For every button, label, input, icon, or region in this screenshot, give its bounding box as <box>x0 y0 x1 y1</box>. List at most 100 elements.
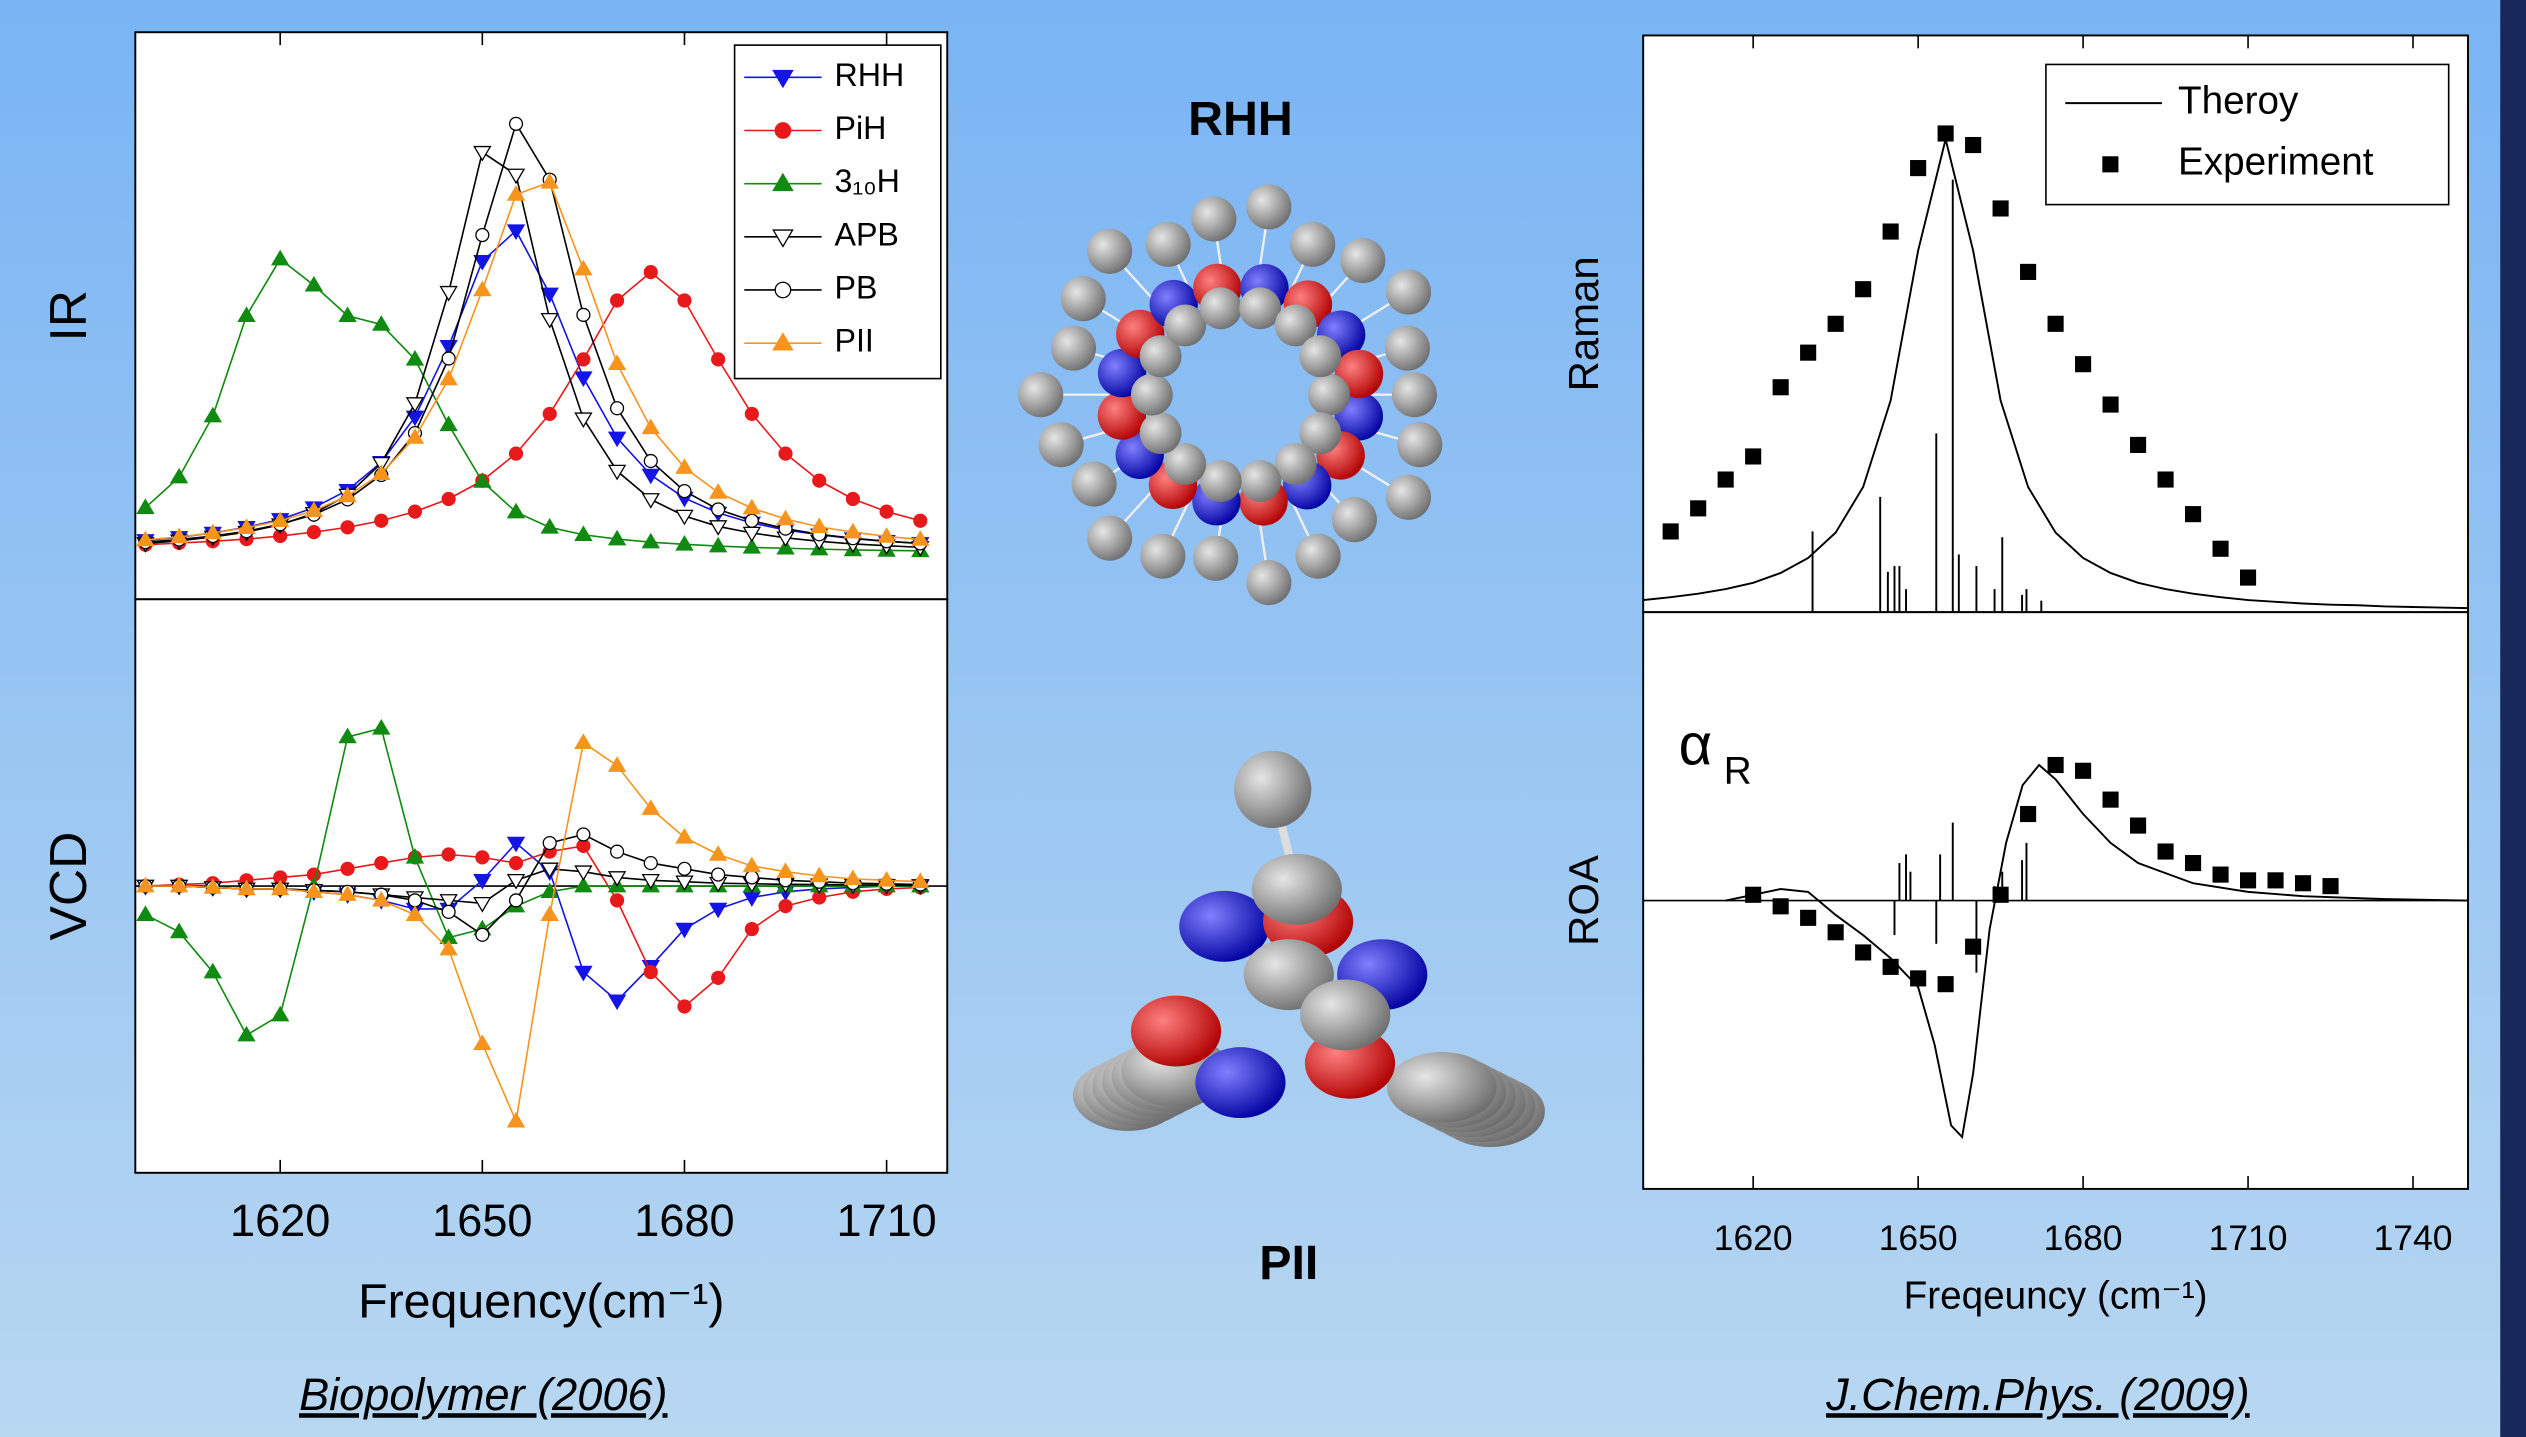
marker <box>341 862 354 875</box>
marker <box>2020 806 2036 822</box>
atom <box>1386 475 1431 520</box>
marker <box>510 857 523 870</box>
legend-label: PII <box>834 323 873 359</box>
slide: RHH PII IRRHHPiH3₁₀HAPBPBPIIVCD162016501… <box>0 0 2526 1437</box>
marker <box>2322 878 2338 894</box>
atom <box>1246 560 1291 605</box>
atom <box>1340 238 1385 283</box>
atom <box>1146 222 1191 267</box>
y-axis-label: Raman <box>1560 256 1607 391</box>
atom <box>1018 372 1063 417</box>
x-axis-label: Frequency(cm⁻¹) <box>358 1275 724 1329</box>
atom <box>1131 374 1173 416</box>
atom <box>1275 443 1317 485</box>
atom <box>1039 422 1084 467</box>
y-axis-label: IR <box>39 290 97 342</box>
marker <box>442 493 455 506</box>
marker <box>745 871 758 884</box>
marker <box>1993 200 2009 216</box>
marker <box>644 455 657 468</box>
x-tick-label: 1650 <box>432 1195 532 1246</box>
atom <box>1140 534 1185 579</box>
y-axis-label: ROA <box>1560 855 1607 946</box>
marker <box>745 923 758 936</box>
atom <box>1061 276 1106 321</box>
legend-label: 3₁₀H <box>834 163 899 199</box>
molecule-label: RHH <box>1188 92 1293 146</box>
marker <box>678 1000 691 1013</box>
marker <box>510 447 523 460</box>
marker <box>2158 471 2174 487</box>
marker <box>644 966 657 979</box>
atom <box>1239 287 1281 329</box>
y-axis-label: VCD <box>39 832 97 941</box>
marker <box>442 352 455 365</box>
x-tick-label: 1650 <box>1879 1218 1958 1258</box>
marker <box>1965 939 1981 955</box>
atom <box>1392 372 1437 417</box>
caption: J.Chem.Phys. (2009) <box>1825 1369 2250 1420</box>
atom <box>1072 462 1117 507</box>
atom <box>1191 196 1236 241</box>
marker <box>2048 757 2064 773</box>
marker <box>2185 506 2201 522</box>
molecule-label: PII <box>1259 1236 1318 1290</box>
marker <box>1938 125 1954 141</box>
marker <box>1910 970 1926 986</box>
marker <box>1828 924 1844 940</box>
marker <box>745 407 758 420</box>
marker <box>577 308 590 321</box>
marker <box>880 505 893 518</box>
atom <box>1164 304 1206 346</box>
marker <box>1745 887 1761 903</box>
marker <box>779 447 792 460</box>
marker <box>307 526 320 539</box>
marker <box>409 894 422 907</box>
marker <box>2213 541 2229 557</box>
marker <box>2130 818 2146 834</box>
marker <box>1800 345 1816 361</box>
x-tick-label: 1680 <box>634 1195 734 1246</box>
atom <box>1290 222 1335 267</box>
marker <box>577 828 590 841</box>
marker <box>813 474 826 487</box>
marker <box>543 407 556 420</box>
marker <box>543 837 556 850</box>
marker <box>442 905 455 918</box>
marker <box>476 851 489 864</box>
marker <box>611 294 624 307</box>
marker <box>1938 976 1954 992</box>
marker <box>2075 763 2091 779</box>
marker <box>712 868 725 881</box>
marker <box>678 862 691 875</box>
marker <box>611 402 624 415</box>
atom <box>1087 516 1132 561</box>
marker <box>1855 281 1871 297</box>
marker <box>779 900 792 913</box>
legend-label: APB <box>834 216 898 252</box>
marker <box>846 493 859 506</box>
atom <box>1200 287 1242 329</box>
marker <box>1773 379 1789 395</box>
marker <box>442 848 455 861</box>
atom <box>1195 1047 1285 1118</box>
marker <box>1883 223 1899 239</box>
marker <box>1910 160 1926 176</box>
marker <box>510 117 523 130</box>
marker <box>775 282 790 297</box>
marker <box>2295 875 2311 891</box>
atom <box>1296 534 1341 579</box>
legend-label: Experiment <box>2178 141 2374 184</box>
marker <box>2158 843 2174 859</box>
atom <box>1300 979 1390 1050</box>
marker <box>476 229 489 242</box>
marker <box>375 514 388 527</box>
atom <box>1332 497 1377 542</box>
marker <box>1883 959 1899 975</box>
marker <box>712 353 725 366</box>
atom <box>1234 751 1311 828</box>
marker <box>611 845 624 858</box>
marker <box>712 503 725 516</box>
x-tick-label: 1710 <box>2209 1218 2288 1258</box>
x-tick-label: 1620 <box>1714 1218 1793 1258</box>
